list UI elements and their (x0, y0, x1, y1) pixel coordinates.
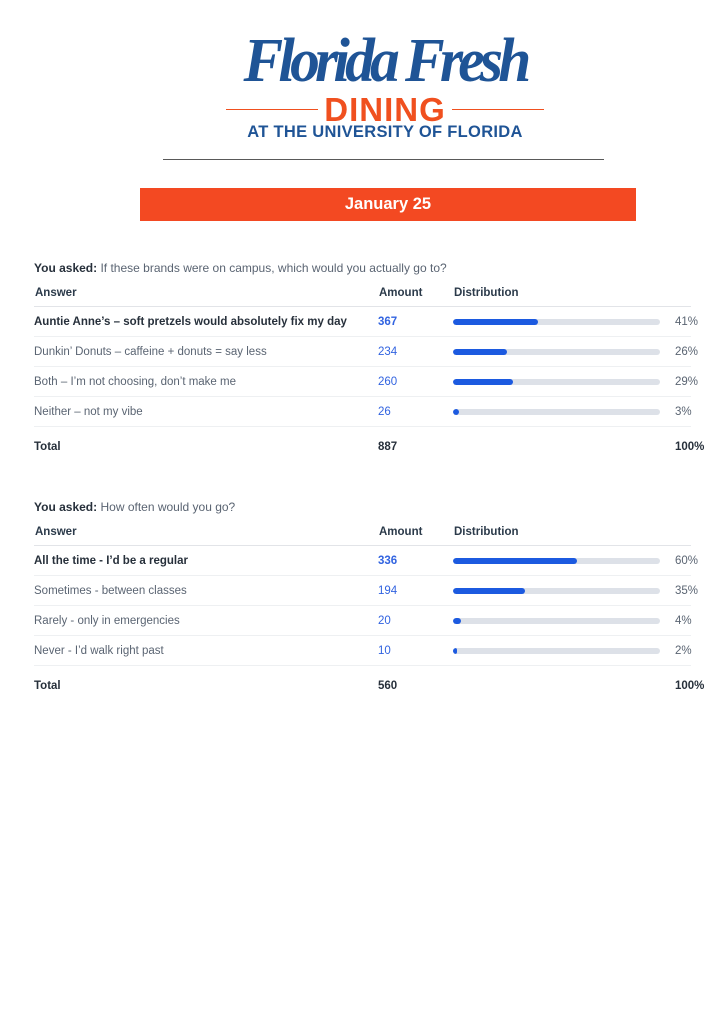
svg-text:Florida Fresh: Florida Fresh (243, 27, 529, 95)
